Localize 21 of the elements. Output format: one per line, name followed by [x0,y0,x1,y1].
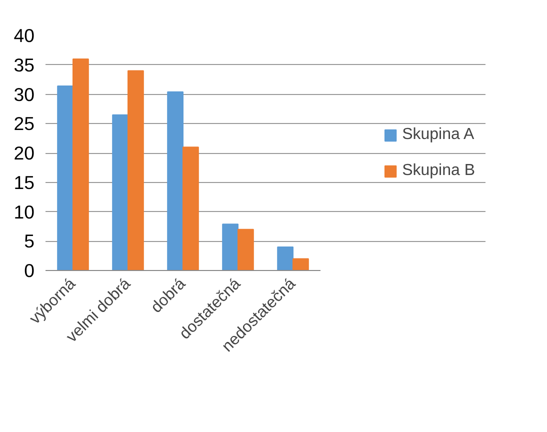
y-tick-label: 35 [14,54,35,76]
bar [128,70,144,270]
bar [72,58,89,270]
bar [292,258,309,270]
legend-label: Skupina B [402,162,475,180]
y-tick-label: 10 [14,201,35,222]
y-tick-label: 15 [14,172,35,193]
bar [238,228,254,270]
bar [222,224,238,270]
legend-label: Skupina A [402,126,474,144]
y-tick-label: 25 [14,113,35,134]
bar [167,91,184,270]
y-tick-label: 0 [24,260,35,281]
bar [182,146,199,270]
bar [277,246,294,270]
bar [57,86,74,270]
y-tick-label: 5 [24,230,35,252]
y-tick-label: 20 [14,142,35,164]
y-tick-label: 30 [14,84,35,105]
y-tick-label: 40 [14,25,35,46]
bar [112,114,128,270]
